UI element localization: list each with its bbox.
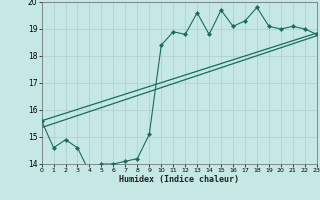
X-axis label: Humidex (Indice chaleur): Humidex (Indice chaleur) (119, 175, 239, 184)
